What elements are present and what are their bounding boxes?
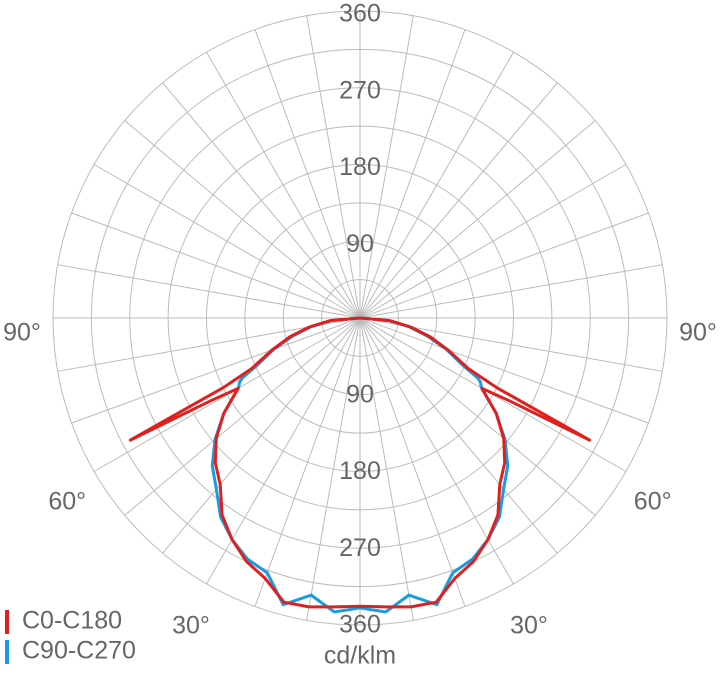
- r-tick-label: 270: [339, 76, 381, 104]
- angle-tick-label: 60°: [634, 488, 672, 516]
- r-tick-label: 180: [339, 153, 381, 181]
- r-tick-label: 90: [346, 380, 374, 408]
- r-tick-label: 90: [346, 230, 374, 258]
- minor-ring: [321, 279, 399, 357]
- r-tick-label: 360: [339, 611, 381, 639]
- r-tick-label: 180: [339, 457, 381, 485]
- minor-ring: [167, 125, 553, 511]
- legend-label: C90-C270: [22, 637, 136, 665]
- legend-swatch: [5, 640, 9, 664]
- r-tick-label: 270: [339, 534, 381, 562]
- legend-label: C0-C180: [22, 607, 122, 635]
- angle-tick-label: 30°: [172, 611, 210, 639]
- angle-tick-label: 30°: [510, 611, 548, 639]
- series-line: [210, 316, 510, 614]
- ring-grid-line: [282, 240, 438, 396]
- ring-grid-line: [206, 164, 514, 472]
- ring-grid-line: [129, 87, 591, 549]
- minor-ring: [244, 202, 476, 434]
- minor-ring: [90, 48, 630, 588]
- ring-grid-line: [52, 10, 668, 626]
- angle-tick-label: 60°: [48, 488, 86, 516]
- angle-tick-label: 90°: [679, 319, 717, 347]
- r-tick-label: 360: [339, 0, 381, 28]
- series-line: [128, 316, 592, 609]
- unit-label: cd/klm: [324, 642, 396, 670]
- legend-swatch: [5, 610, 9, 634]
- angle-tick-label: 90°: [3, 319, 41, 347]
